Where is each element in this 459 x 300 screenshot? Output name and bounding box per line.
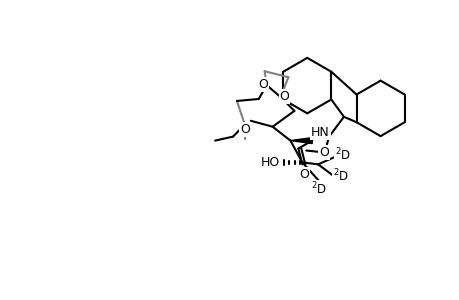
- Text: $^{2}$D: $^{2}$D: [310, 181, 326, 197]
- Text: $^{2}$D: $^{2}$D: [332, 168, 348, 184]
- Text: O: O: [257, 78, 267, 91]
- Text: O: O: [240, 123, 249, 136]
- Polygon shape: [290, 138, 312, 144]
- Text: O: O: [298, 168, 308, 181]
- Text: HN: HN: [310, 126, 329, 139]
- Text: O: O: [319, 146, 328, 159]
- Text: HO: HO: [260, 156, 280, 169]
- Text: $^{2}$D: $^{2}$D: [334, 147, 350, 164]
- Text: O: O: [279, 89, 289, 103]
